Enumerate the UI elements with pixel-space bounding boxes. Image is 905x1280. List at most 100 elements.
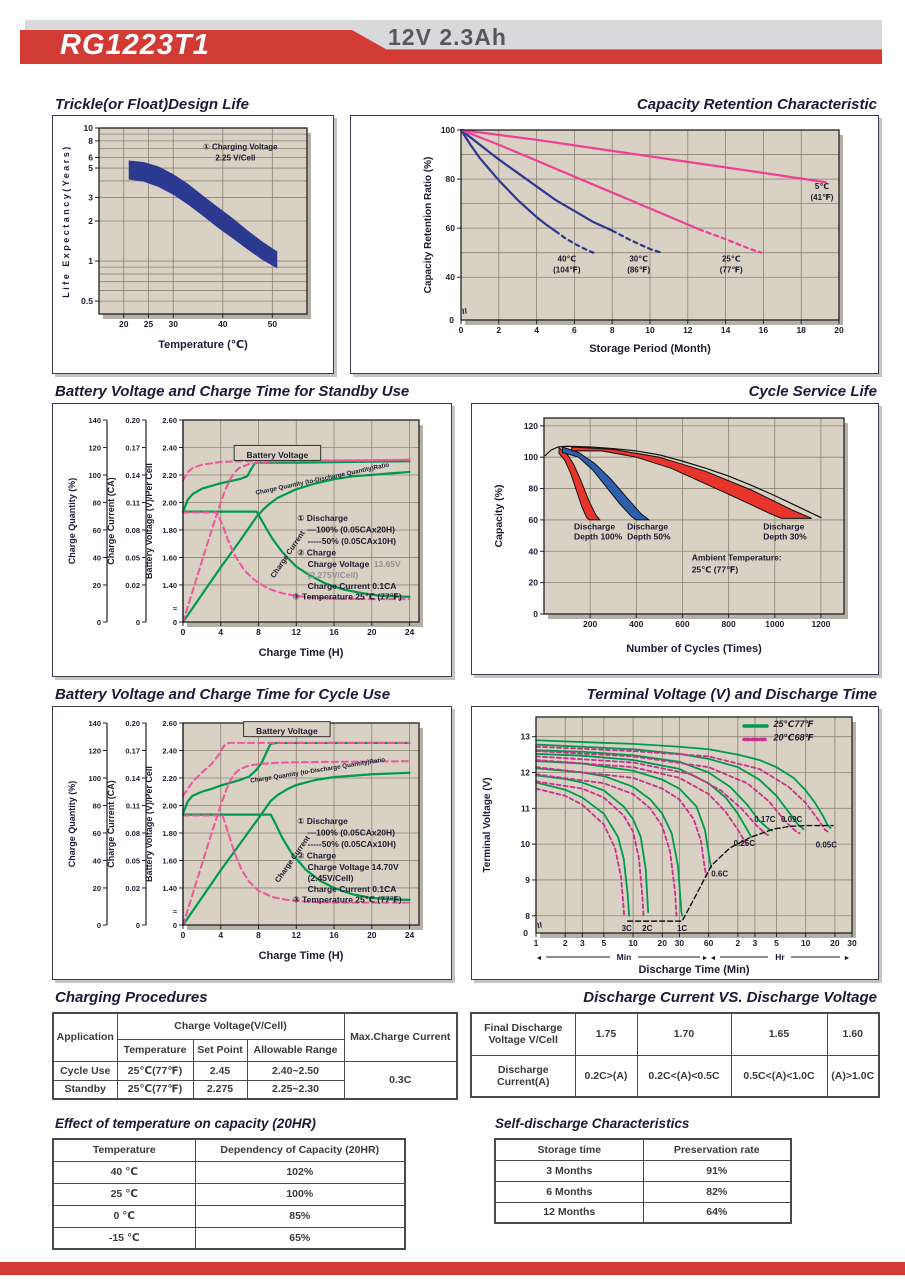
self-discharge-table: Storage time Preservation rate 3 Months … — [494, 1138, 792, 1224]
table-header-cell: Allowable Range — [246, 1038, 345, 1062]
svg-text:200: 200 — [583, 619, 597, 629]
svg-text:0.6C: 0.6C — [711, 869, 728, 878]
svg-text:Discharge Time (Min): Discharge Time (Min) — [638, 964, 749, 976]
table-cell: 0 ℃ — [52, 1204, 196, 1228]
svg-text:Battery Voltage (V)/Per Cell: Battery Voltage (V)/Per Cell — [144, 766, 154, 882]
svg-text:►: ► — [844, 955, 851, 962]
section-title-temp-capacity: Effect of temperature on capacity (20HR) — [55, 1116, 316, 1131]
table-cell: 40 ℃ — [52, 1160, 196, 1184]
cycle-service-life-chart: 200 400 600 800 1000 1200120100806040200Disch… — [493, 417, 848, 655]
svg-text:(2.45V/Cell): (2.45V/Cell) — [308, 873, 354, 883]
table-cell: 25 ℃ — [52, 1182, 196, 1206]
svg-text:-----50% (0.05CAx10H): -----50% (0.05CAx10H) — [308, 536, 396, 546]
svg-text:100: 100 — [441, 125, 455, 135]
svg-text:(86℉): (86℉) — [627, 265, 650, 274]
temp-capacity-table: Temperature Dependency of Capacity (20HR… — [52, 1138, 406, 1250]
svg-text:8: 8 — [256, 627, 261, 637]
svg-text:20: 20 — [529, 578, 539, 588]
svg-text:100: 100 — [88, 774, 101, 783]
svg-text:20: 20 — [830, 938, 840, 948]
svg-text:(77℉): (77℉) — [720, 265, 743, 274]
svg-text:0: 0 — [181, 930, 186, 940]
svg-text:Discharge: Discharge — [574, 521, 615, 531]
svg-text:Min: Min — [617, 952, 632, 962]
table-header-cell: Max.Charge Current — [343, 1012, 458, 1062]
svg-text:Charge Time (H): Charge Time (H) — [259, 647, 344, 659]
svg-text:Charge Current (CA): Charge Current (CA) — [106, 780, 116, 868]
svg-text:40℃: 40℃ — [558, 254, 577, 263]
svg-text:Discharge: Discharge — [627, 521, 668, 531]
svg-text:0: 0 — [97, 618, 101, 627]
capacity-retention-chart: 0 2 4 6 8 10 12 14 16 18 20 100 80 60 40 40℃ (104℉) 30℃ (8… — [423, 125, 844, 355]
svg-text:Charge Time (H): Charge Time (H) — [259, 950, 344, 962]
svg-text:① Discharge: ① Discharge — [297, 816, 348, 826]
table-cell: 6 Months — [494, 1180, 644, 1203]
cycle-life-chart-box: 200 400 600 800 1000 1200 120 100 80 60 40 20 0 Disch… — [471, 403, 879, 675]
svg-text:4: 4 — [534, 325, 539, 335]
svg-text:0.09C: 0.09C — [781, 815, 803, 824]
svg-text:13: 13 — [521, 732, 531, 742]
svg-text:0.08: 0.08 — [125, 526, 140, 535]
table-cell: -15 ℃ — [52, 1226, 196, 1250]
svg-text:≈: ≈ — [173, 907, 177, 916]
svg-text:Depth 100%: Depth 100% — [574, 532, 623, 542]
table-cell: 0.3C — [343, 1060, 458, 1100]
svg-text:Terminal Voltage (V): Terminal Voltage (V) — [482, 777, 493, 872]
svg-text:1.60: 1.60 — [162, 856, 177, 865]
table-cell: 65% — [194, 1226, 406, 1250]
svg-text:40: 40 — [218, 319, 228, 329]
svg-text:60: 60 — [529, 515, 539, 525]
svg-text:Capacity Retention Ratio (%): Capacity Retention Ratio (%) — [423, 157, 434, 294]
svg-text:Charge Current 0.1CA: Charge Current 0.1CA — [308, 581, 397, 591]
svg-text:12: 12 — [292, 930, 302, 940]
svg-text:② Charge: ② Charge — [297, 851, 336, 861]
svg-text:0.11: 0.11 — [126, 801, 140, 810]
svg-text:140: 140 — [88, 719, 101, 728]
svg-text:30: 30 — [847, 938, 857, 948]
svg-text:Charge Quantity (%): Charge Quantity (%) — [67, 781, 77, 868]
table-cell: 85% — [194, 1204, 406, 1228]
svg-text:400: 400 — [629, 619, 643, 629]
svg-text:20: 20 — [834, 325, 844, 335]
svg-text:60: 60 — [446, 223, 456, 233]
svg-text:Depth 50%: Depth 50% — [627, 532, 671, 542]
svg-text:800: 800 — [722, 619, 736, 629]
svg-text:11: 11 — [521, 803, 530, 813]
svg-text:16: 16 — [329, 627, 339, 637]
table-header-cell: Temperature — [52, 1138, 196, 1162]
table-header-line: Voltage V/Cell — [488, 1034, 558, 1047]
svg-text:40: 40 — [529, 546, 539, 556]
svg-text:② Charge: ② Charge — [297, 548, 336, 558]
svg-text:0.11: 0.11 — [126, 498, 140, 507]
table-header-cell: Storage time — [494, 1138, 644, 1161]
svg-text:0: 0 — [97, 921, 101, 930]
svg-text:8: 8 — [88, 136, 93, 146]
svg-text:2.60: 2.60 — [162, 719, 177, 728]
svg-text:5: 5 — [774, 938, 779, 948]
trickle-chart-box: 20 25 30 40 50 10 8 6 5 3 2 1 0.5 ① Charging Voltage 2… — [52, 115, 334, 374]
table-cell: 82% — [642, 1180, 792, 1203]
svg-text:10: 10 — [521, 839, 531, 849]
table-header-cell: Discharge Current(A) — [470, 1054, 576, 1098]
svg-text:1.80: 1.80 — [162, 829, 177, 838]
svg-text:80: 80 — [529, 484, 539, 494]
svg-text:0.17: 0.17 — [125, 746, 140, 755]
table-header-cell: Set Point — [192, 1038, 248, 1062]
svg-text:2: 2 — [563, 938, 568, 948]
svg-text:100: 100 — [88, 471, 101, 480]
svg-text:2.25 V/Cell: 2.25 V/Cell — [215, 153, 255, 162]
svg-text:60: 60 — [93, 829, 101, 838]
svg-text:3: 3 — [753, 938, 758, 948]
table-cell: 25℃(77℉) — [116, 1060, 194, 1081]
svg-text:Hr: Hr — [775, 952, 785, 962]
svg-text:0: 0 — [459, 325, 464, 335]
table-cell: Standby — [52, 1079, 118, 1100]
svg-text:≈: ≈ — [457, 307, 470, 316]
svg-text:2.40: 2.40 — [162, 746, 177, 755]
svg-text:(41℉): (41℉) — [811, 193, 834, 202]
svg-text:0.17C: 0.17C — [754, 815, 776, 824]
svg-text:Charge Current (CA): Charge Current (CA) — [106, 477, 116, 565]
svg-text:0: 0 — [136, 921, 140, 930]
